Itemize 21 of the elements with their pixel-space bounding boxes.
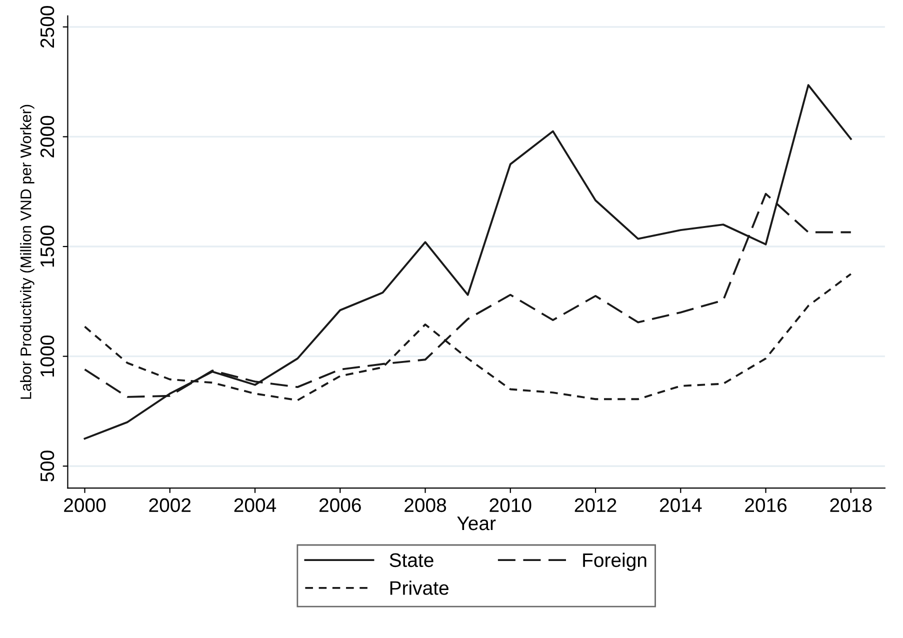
x-axis-title: Year [457,516,496,530]
y-tick-label: 1500 [40,226,54,267]
x-tick-label: 2006 [319,498,361,512]
x-tick-label: 2018 [830,498,872,512]
y-tick-label: 1000 [40,335,54,376]
x-tick-label: 2016 [745,498,787,512]
x-tick-label: 2002 [149,498,191,512]
line-series [84,84,852,440]
y-axis-title: Labor Productivity (Million VND per Worker) [20,104,34,399]
y-tick-label: 500 [40,450,54,482]
y-tick-label: 2500 [40,6,54,48]
legend-label: State [390,553,434,568]
x-tick-label: 2000 [64,498,106,512]
x-tick-label: 2004 [234,498,276,512]
x-tick-label: 2010 [490,498,532,512]
y-tick-label: 2000 [40,116,54,158]
x-tick-label: 2008 [404,498,446,512]
x-tick-label: 2014 [660,498,702,512]
legend-label: Private [390,580,448,595]
legend-label: Foreign [583,552,646,571]
x-tick-label: 2012 [574,498,616,512]
